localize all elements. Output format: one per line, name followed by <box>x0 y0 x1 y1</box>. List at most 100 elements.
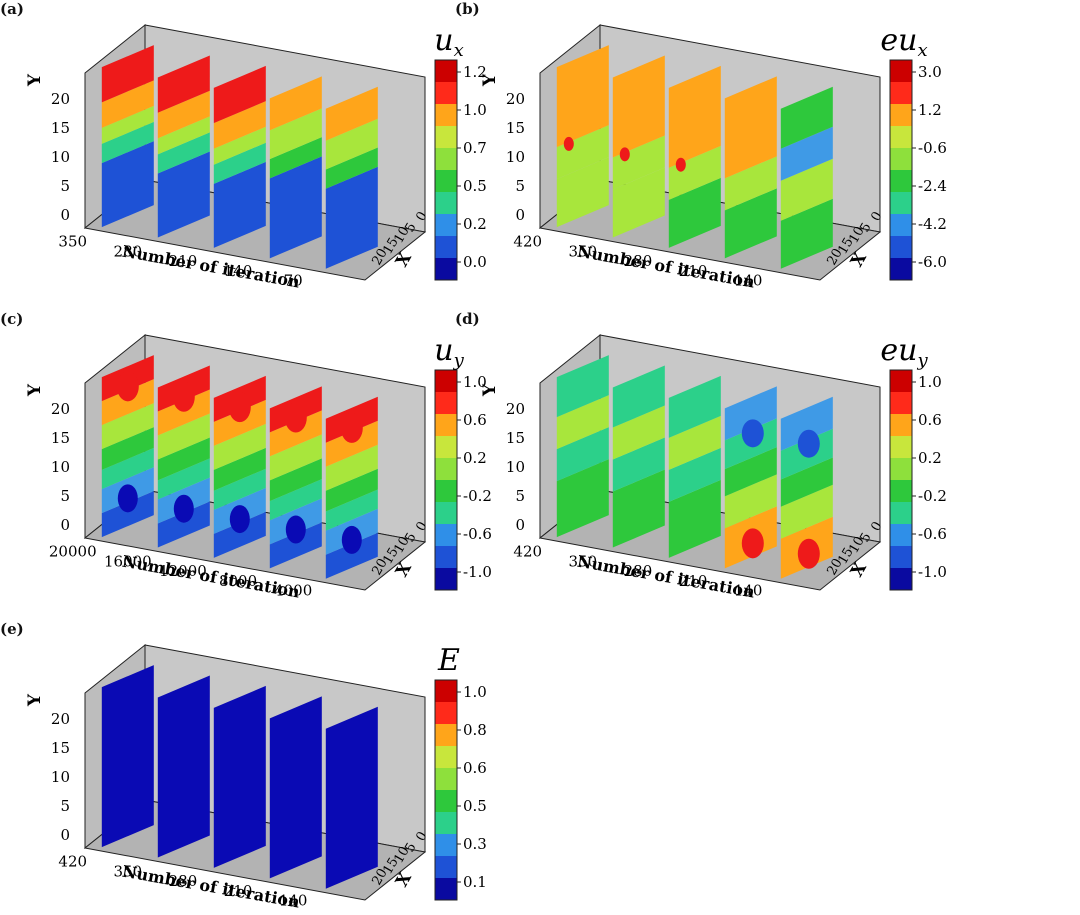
contour-band <box>101 379 154 426</box>
colorbar-tick-label: -6.0 <box>918 253 947 271</box>
y-axis-title: Y <box>25 693 45 707</box>
colorbar-segment <box>890 148 912 171</box>
slice-2 <box>668 65 721 248</box>
x-tick-label: 210 <box>224 882 253 900</box>
y-tick-label: 15 <box>506 119 525 137</box>
colorbar-frame <box>889 59 913 281</box>
contour-band <box>780 158 833 221</box>
colorbar-tick-label: 1.2 <box>918 101 942 119</box>
colorbar-segment <box>435 680 457 703</box>
slice-1 <box>612 55 665 238</box>
contour-band <box>612 469 665 548</box>
x-tick-label: 70 <box>284 272 303 290</box>
x-tick-label: 280 <box>169 872 198 890</box>
colorbar-segment <box>890 236 912 259</box>
contour-band <box>556 459 609 538</box>
contour-band <box>780 396 833 451</box>
colorbar-tick-label: -0.2 <box>918 487 947 505</box>
depth-tick-label: 15 <box>380 855 401 877</box>
colorbar-segment <box>890 60 912 83</box>
colorbar-segment <box>435 812 457 835</box>
colorbar-title-main: eu <box>880 23 917 58</box>
contour-band <box>612 437 665 492</box>
colorbar-segment <box>435 214 457 237</box>
contour-band <box>101 665 154 848</box>
contour-band <box>157 458 210 500</box>
contour-band <box>213 423 266 470</box>
colorbar-segment <box>890 170 912 193</box>
slice-1 <box>157 55 210 238</box>
colorbar-tick-label: -0.6 <box>463 525 492 543</box>
contour-band <box>269 410 322 457</box>
y-tick-label: 0 <box>60 206 70 224</box>
colorbar-title: euy <box>880 333 928 371</box>
colorbar-segment <box>435 104 457 127</box>
contour-band <box>325 489 378 531</box>
colorbar-tick-label: 1.0 <box>918 373 942 391</box>
contour-band <box>612 167 665 238</box>
contour-band <box>101 105 154 144</box>
contour-blob <box>341 525 362 554</box>
colorbar-title: eux <box>880 23 927 61</box>
colorbar-segment <box>435 878 457 901</box>
y-tick-label: 20 <box>51 90 70 108</box>
slice-0 <box>101 45 154 228</box>
y-tick-label: 20 <box>51 710 70 728</box>
slice-4 <box>325 396 378 579</box>
contour-band <box>213 685 266 868</box>
colorbar-segment <box>890 192 912 215</box>
x-tick-label: 140 <box>734 582 763 600</box>
colorbar-segment <box>435 436 457 459</box>
colorbar-segment <box>435 834 457 857</box>
colorbar-segment <box>435 524 457 547</box>
slice-2 <box>213 685 266 868</box>
contour-band <box>101 447 154 490</box>
colorbar-tick-label: 0.7 <box>463 139 487 157</box>
colorbar-segment <box>435 502 457 525</box>
contour-band <box>556 427 609 482</box>
contour-band <box>269 76 322 131</box>
panel-0: (a) Y 20 15 10 5 0 350 280 210 140 70 Number of iter… <box>0 0 535 295</box>
contour-band <box>668 415 721 470</box>
contour-band <box>101 45 154 103</box>
contour-band <box>157 55 210 113</box>
colorbar-segment <box>435 746 457 769</box>
slice-1 <box>157 365 210 548</box>
y-tick-label: 0 <box>515 516 525 534</box>
colorbar-segment <box>435 414 457 437</box>
panel-2: (c) Y 20 15 10 5 0 20000 16000 12000 8000 4000 Numbe… <box>0 310 535 605</box>
contour-band <box>213 399 266 446</box>
colorbar-segment <box>435 192 457 215</box>
colorbar-segment <box>890 392 912 415</box>
colorbar-segment <box>435 258 457 281</box>
contour-band <box>668 177 721 248</box>
x-tick-label: 280 <box>624 562 653 580</box>
colorbar-tick-label: 0.5 <box>463 797 487 815</box>
colorbar-tick-label: 0.6 <box>463 411 487 429</box>
contour-band <box>612 405 665 460</box>
y-tick-label: 5 <box>515 177 525 195</box>
contour-blob <box>285 515 306 544</box>
contour-band <box>269 522 322 569</box>
contour-blob <box>741 419 764 448</box>
depth-tick-label: 20 <box>369 866 390 888</box>
y-tick-label: 10 <box>51 768 70 786</box>
contour-band <box>556 395 609 450</box>
colorbar-tick-label: 1.0 <box>463 101 487 119</box>
slice-2 <box>213 375 266 558</box>
contour-band <box>157 675 210 858</box>
contour-band <box>213 161 266 248</box>
y-tick-label: 0 <box>515 206 525 224</box>
contour-band <box>213 511 266 558</box>
contour-band <box>668 375 721 438</box>
contour-band <box>101 80 154 128</box>
contour-blob <box>340 412 363 443</box>
colorbar-tick-label: -1.0 <box>918 563 947 581</box>
colorbar-tick-label: 1.0 <box>463 373 487 391</box>
contour-band <box>668 447 721 502</box>
contour-blob <box>741 528 764 559</box>
colorbar-segment <box>890 126 912 149</box>
contour-blob <box>172 381 195 412</box>
x-tick-label: 420 <box>58 852 87 870</box>
